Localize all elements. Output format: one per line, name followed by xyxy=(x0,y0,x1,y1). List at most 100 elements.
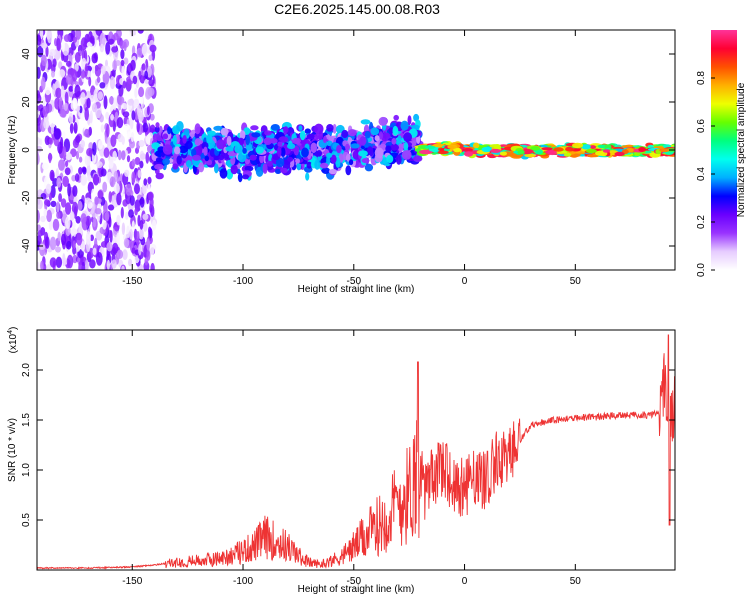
spectrogram-cell xyxy=(58,159,65,171)
spectrogram-cell xyxy=(128,209,134,218)
spectrogram-cell xyxy=(589,145,596,149)
spectrogram-cell xyxy=(68,85,74,92)
spectrogram-cell xyxy=(118,96,125,106)
spectrogram-cell xyxy=(99,114,104,123)
spectrogram-ticks: -150 -100 -50 0 50 -40 -20 0 20 40 xyxy=(21,30,675,287)
spectrogram-cell xyxy=(142,221,148,232)
spectrogram-cell xyxy=(563,152,572,157)
x-tick-label: -100 xyxy=(233,576,253,587)
spectrogram-cell xyxy=(250,125,259,131)
spectrogram-cell xyxy=(40,215,46,223)
spectrogram-cell xyxy=(134,208,138,216)
spectrogram-cell xyxy=(120,206,124,219)
spectrogram-cell xyxy=(136,230,140,241)
spectrogram-cell xyxy=(66,240,72,250)
spectrogram-cell xyxy=(280,167,288,174)
spectrogram-cell xyxy=(131,110,136,121)
spectrogram-cell xyxy=(39,243,46,250)
spectrogram-cell xyxy=(60,233,67,246)
spectrogram-cell xyxy=(57,231,61,242)
spectrogram-cell xyxy=(109,176,116,188)
spectrogram-cell xyxy=(100,168,107,177)
spectrogram-cell xyxy=(56,177,62,188)
spectrogram-cell xyxy=(131,158,136,167)
spectrogram-cell xyxy=(55,168,59,179)
spectrogram-cell xyxy=(198,162,205,173)
colorbar-tick-label: 0.2 xyxy=(696,215,707,229)
spectrogram-cell xyxy=(126,225,130,239)
spectrogram-cell xyxy=(137,30,144,34)
spectrogram-cell xyxy=(517,149,525,155)
spectrogram-cell xyxy=(84,63,88,77)
spectrogram-cell xyxy=(614,151,625,157)
spectrogram-cell xyxy=(89,259,96,269)
spectrogram-cell xyxy=(148,54,153,62)
spectrogram-cell xyxy=(183,128,190,137)
spectrogram-cell xyxy=(75,30,82,40)
spectrogram-cell xyxy=(52,58,57,68)
spectrogram-cell xyxy=(106,259,110,270)
colorbar-gradient xyxy=(711,30,737,270)
spectrogram-cell xyxy=(151,142,160,150)
spectrogram-cell xyxy=(116,232,120,245)
spectrogram-cell xyxy=(51,70,55,78)
spectrogram-cell xyxy=(230,164,238,175)
spectrogram-cell xyxy=(524,153,537,158)
spectrogram-cell xyxy=(45,183,52,194)
spectrogram-cell xyxy=(77,200,83,211)
spectrogram-cell xyxy=(154,163,164,170)
spectrogram-cell xyxy=(392,125,399,136)
spectrogram-cell xyxy=(213,125,223,131)
spectrogram-cell xyxy=(41,54,47,67)
spectrogram-cell xyxy=(310,142,318,154)
spectrogram-cell xyxy=(572,142,584,149)
spectrogram-cell xyxy=(142,213,149,220)
spectrogram-cell xyxy=(462,148,474,152)
spectrogram-cell xyxy=(122,111,130,118)
spectrogram-cell xyxy=(349,159,354,166)
spectrogram-cell xyxy=(139,220,144,230)
spectrogram-cell xyxy=(437,150,449,155)
spectrogram-cell xyxy=(37,151,40,165)
spectrogram-cell xyxy=(226,135,232,146)
spectrogram-cell xyxy=(374,147,384,159)
spectrogram-cell xyxy=(81,261,86,270)
spectrogram-cell xyxy=(72,240,76,250)
spectrogram-cell xyxy=(419,149,433,155)
spectrogram-cell xyxy=(403,132,412,143)
spectrogram-cell xyxy=(75,135,81,144)
spectrogram-cell xyxy=(306,133,315,141)
spectrogram-cell xyxy=(97,139,103,150)
spectrogram-cell xyxy=(425,145,436,149)
spectrogram-cell xyxy=(220,127,229,136)
spectrogram-cell xyxy=(490,148,501,153)
spectrogram-cell xyxy=(49,48,56,57)
spectrogram-cell xyxy=(100,196,106,206)
spectrogram-cell xyxy=(292,137,301,145)
spectrogram-cell xyxy=(70,148,77,158)
spectrogram-cell xyxy=(111,46,118,53)
spectrogram-cell xyxy=(130,59,136,71)
spectrogram-cell xyxy=(112,60,118,71)
spectrogram-cell xyxy=(123,57,129,65)
spectrogram-cell xyxy=(314,123,324,135)
spectrogram-cell xyxy=(46,209,52,222)
y-tick-label: 20 xyxy=(21,96,32,108)
spectrogram-cell xyxy=(53,128,61,140)
spectrogram-cell xyxy=(134,157,141,165)
snr-series-line xyxy=(37,334,675,570)
spectrogram-cell xyxy=(121,65,125,78)
spectrogram-cell xyxy=(493,144,502,150)
spectrogram-cell xyxy=(97,190,104,199)
spectrogram-cell xyxy=(86,97,91,109)
spectrogram-cell xyxy=(148,132,154,139)
spectrogram-cell xyxy=(113,97,117,111)
spectrogram-cell xyxy=(125,211,129,220)
spectrogram-cell xyxy=(120,49,125,60)
spectrogram-cell xyxy=(147,87,155,97)
spectrogram-cell xyxy=(207,130,216,136)
spectrogram-cell xyxy=(481,146,492,153)
spectrogram-cell xyxy=(149,243,155,256)
spectrogram-cell xyxy=(270,124,280,131)
spectrogram-cell xyxy=(129,139,135,149)
